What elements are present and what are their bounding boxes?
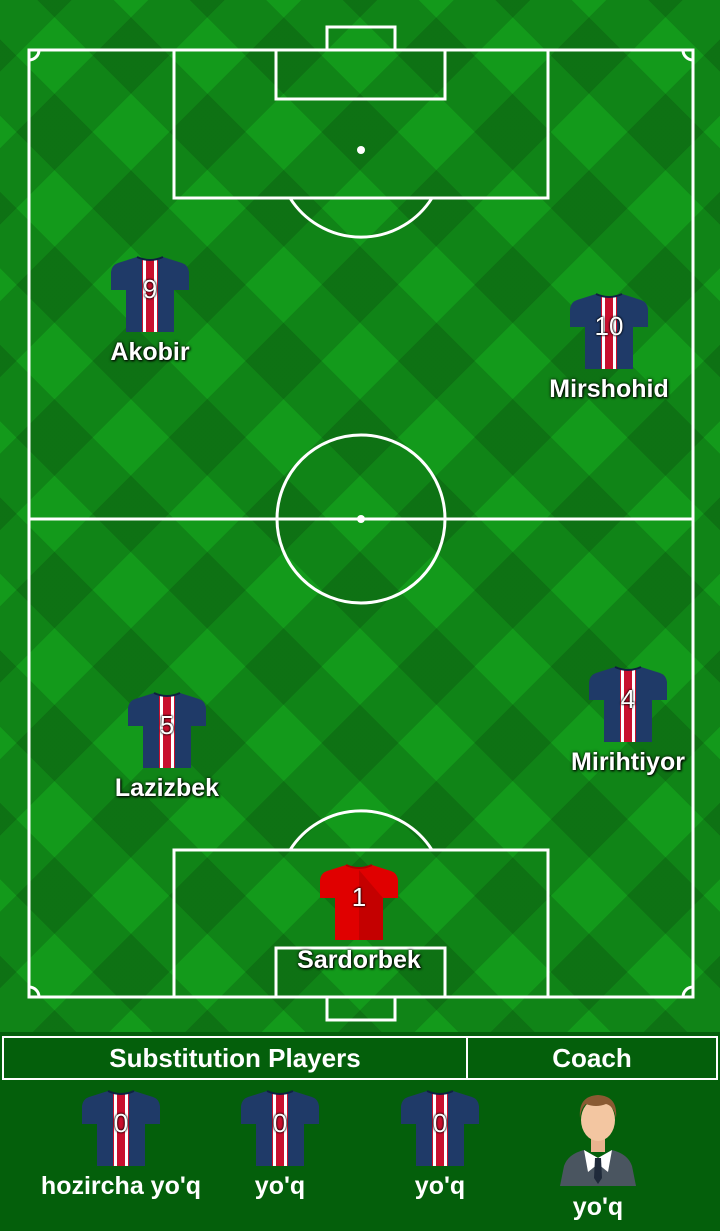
center-circle <box>275 433 447 605</box>
substitute-name: yo'q <box>254 1172 306 1200</box>
top-goal <box>325 25 397 52</box>
jersey-icon: 0 <box>81 1088 161 1168</box>
top-goal-area <box>274 48 447 101</box>
jersey-number: 10 <box>594 311 624 341</box>
jersey-number: 1 <box>351 882 367 912</box>
jersey-pinstripe <box>632 670 635 742</box>
jersey-shape <box>401 1090 479 1166</box>
jersey-shape <box>82 1090 160 1166</box>
jersey-collar <box>107 1090 135 1095</box>
player-name: Mirshohid <box>549 375 669 403</box>
substitute-card[interactable]: 0 yo'q <box>180 1088 380 1201</box>
jersey-pinstripe <box>273 1094 276 1166</box>
corner-arc <box>681 985 694 998</box>
jersey-collar <box>153 692 181 697</box>
jersey-pinstripe <box>613 297 616 369</box>
jersey-collar <box>595 293 623 298</box>
jersey-collar <box>345 864 373 869</box>
football-pitch: 9 Akobir 10 Mirshohid 5 Lazizbek 4 Mirih… <box>0 0 720 1032</box>
player-name: Sardorbek <box>297 946 421 974</box>
jersey-icon: 10 <box>569 291 649 371</box>
jersey-pinstripe <box>602 297 605 369</box>
jersey-number: 0 <box>113 1108 129 1138</box>
jersey-icon: 0 <box>240 1088 320 1168</box>
jersey-icon: 9 <box>110 254 190 334</box>
jersey-number: 4 <box>620 684 636 714</box>
jersey-shape <box>241 1090 319 1166</box>
jersey-shape <box>128 692 206 768</box>
substitute-card[interactable]: 0 hozircha yo'q <box>21 1088 221 1201</box>
jersey-icon: 1 <box>319 862 399 942</box>
jersey-collar <box>426 1090 454 1095</box>
substitute-card[interactable]: 0 yo'q <box>340 1088 540 1201</box>
substitutes-list: 0 hozircha yo'q 0 yo'q 0 yo'q <box>0 1084 720 1231</box>
substitute-name: hozircha yo'q <box>40 1172 202 1200</box>
bench-header: Substitution Players Coach <box>2 1036 718 1080</box>
jersey-icon: 4 <box>588 664 668 744</box>
bottom-goal <box>325 995 397 1022</box>
jersey-icon: 0 <box>400 1088 480 1168</box>
corner-arc <box>681 49 694 62</box>
player-name: Lazizbek <box>114 774 220 802</box>
player-card[interactable]: 1 Sardorbek <box>259 862 459 975</box>
corner-arc <box>28 49 41 62</box>
goalkeeper-jersey-shape <box>320 864 398 940</box>
jersey-pinstripe <box>621 670 624 742</box>
jersey-pinstripe <box>143 260 146 332</box>
coach-card[interactable]: yo'q <box>498 1086 698 1222</box>
top-penalty-arc <box>288 197 434 239</box>
jersey-pinstripe <box>154 260 157 332</box>
pitch-markings <box>27 25 695 1022</box>
jersey-shape <box>111 256 189 332</box>
player-card[interactable]: 9 Akobir <box>50 254 250 367</box>
jersey-pinstripe <box>160 696 163 768</box>
player-card[interactable]: 4 Mirihtiyor <box>528 664 720 777</box>
jersey-number: 0 <box>432 1108 448 1138</box>
coach-name: yo'q <box>572 1193 624 1221</box>
jersey-icon: 5 <box>127 690 207 770</box>
jersey-collar <box>614 666 642 671</box>
corner-arc <box>28 985 41 998</box>
jersey-pinstripe <box>433 1094 436 1166</box>
jersey-pinstripe <box>114 1094 117 1166</box>
jersey-shape <box>570 293 648 369</box>
jersey-pinstripe <box>444 1094 447 1166</box>
jersey-collar <box>136 256 164 261</box>
jersey-collar <box>266 1090 294 1095</box>
pitch-boundary <box>27 48 695 999</box>
jersey-shade <box>359 870 383 940</box>
substitute-name: yo'q <box>414 1172 466 1200</box>
coach-header: Coach <box>468 1036 718 1080</box>
player-card[interactable]: 5 Lazizbek <box>67 690 267 803</box>
jersey-shape <box>589 666 667 742</box>
player-name: Mirihtiyor <box>571 748 685 776</box>
jersey-number: 5 <box>159 710 175 740</box>
player-card[interactable]: 10 Mirshohid <box>509 291 709 404</box>
top-penalty-box <box>172 48 550 200</box>
jersey-pinstripe <box>284 1094 287 1166</box>
jersey-pinstripe <box>171 696 174 768</box>
player-name: Akobir <box>110 338 190 366</box>
jersey-number: 9 <box>142 274 158 304</box>
jersey-number: 0 <box>272 1108 288 1138</box>
jersey-pinstripe <box>125 1094 128 1166</box>
bottom-penalty-arc <box>288 809 434 851</box>
substitutes-header: Substitution Players <box>2 1036 468 1080</box>
center-spot <box>357 515 365 523</box>
jersey-body <box>320 865 398 940</box>
top-penalty-spot <box>357 146 365 154</box>
coach-avatar-icon <box>560 1095 636 1186</box>
